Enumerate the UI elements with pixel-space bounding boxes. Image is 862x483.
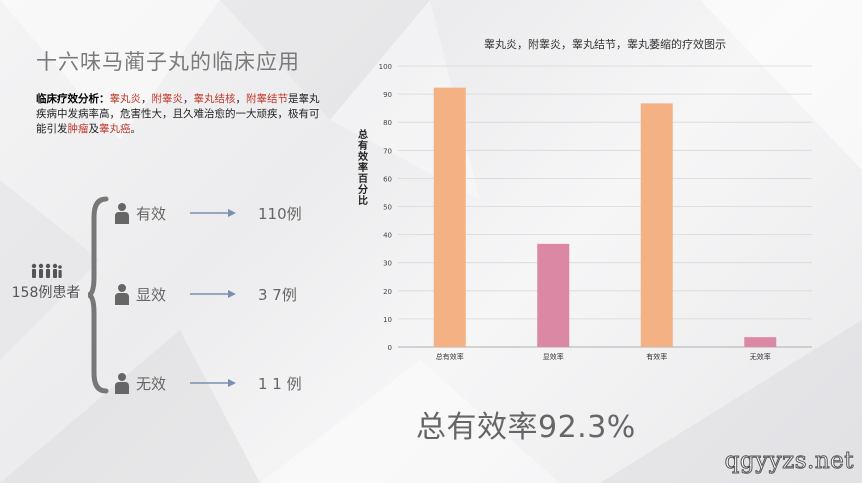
- result-row-effective: 有效 110例: [114, 200, 302, 226]
- watermark: qgyyzs.net: [724, 448, 854, 475]
- row-count: 110例: [258, 204, 302, 223]
- row-count: 1 1 例: [258, 374, 302, 393]
- arrow-right-icon: [190, 379, 236, 387]
- brace: [87, 196, 109, 394]
- analysis-lead: 临床疗效分析：: [36, 93, 110, 105]
- chart-y-axis-label: 总有效率百分比: [358, 130, 368, 207]
- people-group-icon: [31, 263, 62, 278]
- patients-label: 158例患者: [11, 285, 81, 301]
- row-label: 显效: [136, 285, 167, 304]
- analysis-fragment: 是睾丸疾病中发病率高，危害性大，且久难治愈的一大顽疾，极有可能引发: [36, 93, 320, 135]
- row-count: 3 7例: [258, 285, 297, 304]
- disease-term: 睾丸癌: [99, 123, 131, 135]
- person-icon: [115, 373, 129, 394]
- person-icon: [115, 284, 129, 305]
- result-row-ineffective: 无效 1 1 例: [114, 370, 302, 396]
- row-label: 有效: [136, 204, 167, 223]
- analysis-fragment: ，: [235, 93, 247, 105]
- row-label: 无效: [136, 374, 167, 393]
- chart-title: 睾丸炎，附睾炎，睾丸结节，睾丸萎缩的疗效图示: [484, 38, 726, 51]
- patients-group: 158例患者: [6, 262, 86, 302]
- analysis-body: 睾丸炎，附睾炎，睾丸结核，附睾结节是睾丸疾病中发病率高，危害性大，且久难治愈的一…: [36, 93, 320, 135]
- arrow-right-icon: [190, 290, 236, 298]
- page-title: 十六味马蔺子丸的临床应用: [36, 50, 300, 74]
- disease-term: 睾丸炎: [109, 93, 142, 105]
- disease-term: 肿瘤: [67, 123, 89, 135]
- analysis-fragment: ，: [141, 93, 152, 105]
- overall-rate: 总有效率92.3%: [416, 410, 636, 445]
- arrow-right-icon: [190, 209, 236, 217]
- analysis-fragment: 。: [130, 123, 142, 135]
- analysis-fragment: ，: [183, 93, 194, 105]
- result-row-marked: 显效 3 7例: [114, 281, 297, 307]
- disease-term: 睾丸结核: [193, 93, 236, 105]
- analysis-fragment: 及: [88, 123, 100, 135]
- disease-term: 附睾结节: [246, 93, 288, 105]
- analysis-text: 临床疗效分析：睾丸炎，附睾炎，睾丸结核，附睾结节是睾丸疾病中发病率高，危害性大，…: [36, 92, 326, 137]
- disease-term: 附睾炎: [151, 93, 184, 105]
- person-icon: [115, 203, 129, 224]
